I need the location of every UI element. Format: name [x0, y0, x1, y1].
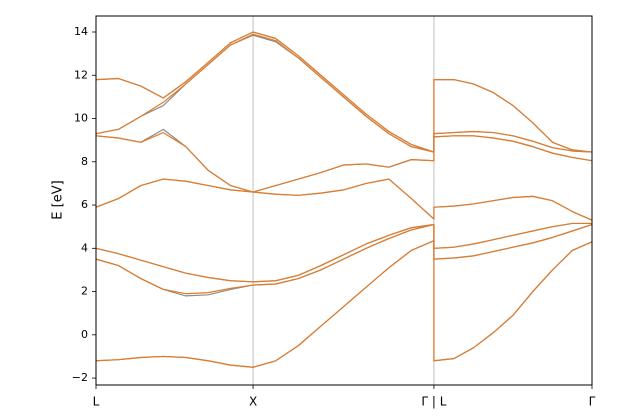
band-line: [95, 222, 592, 283]
y-tick-label: 6: [81, 198, 88, 211]
band-line: [95, 223, 593, 295]
band-line: [95, 128, 593, 193]
band-line: [95, 240, 593, 368]
y-tick-label: 12: [74, 68, 88, 81]
band-line: [95, 31, 593, 153]
y-tick-label: −2: [72, 371, 88, 384]
band-line: [95, 33, 593, 153]
x-tick-label: Γ | L: [421, 395, 446, 409]
y-tick-label: 4: [81, 241, 88, 254]
y-tick-label: 2: [81, 285, 88, 298]
band-line: [95, 178, 593, 221]
band-line: [95, 222, 592, 283]
band-line: [95, 31, 593, 153]
x-tick-label: Γ: [589, 395, 596, 409]
plot-frame: [95, 15, 593, 386]
band-line: [95, 223, 593, 297]
x-tick-label: X: [249, 395, 257, 409]
y-axis-label: E [eV]: [51, 180, 66, 219]
y-tick-label: 8: [81, 155, 88, 168]
band-line: [95, 131, 593, 193]
x-tick-label: L: [93, 395, 100, 409]
band-line: [95, 178, 593, 221]
y-tick-label: 14: [74, 25, 88, 38]
y-tick-label: 0: [81, 328, 88, 341]
y-tick-label: 10: [74, 112, 88, 125]
band-line: [95, 240, 593, 368]
